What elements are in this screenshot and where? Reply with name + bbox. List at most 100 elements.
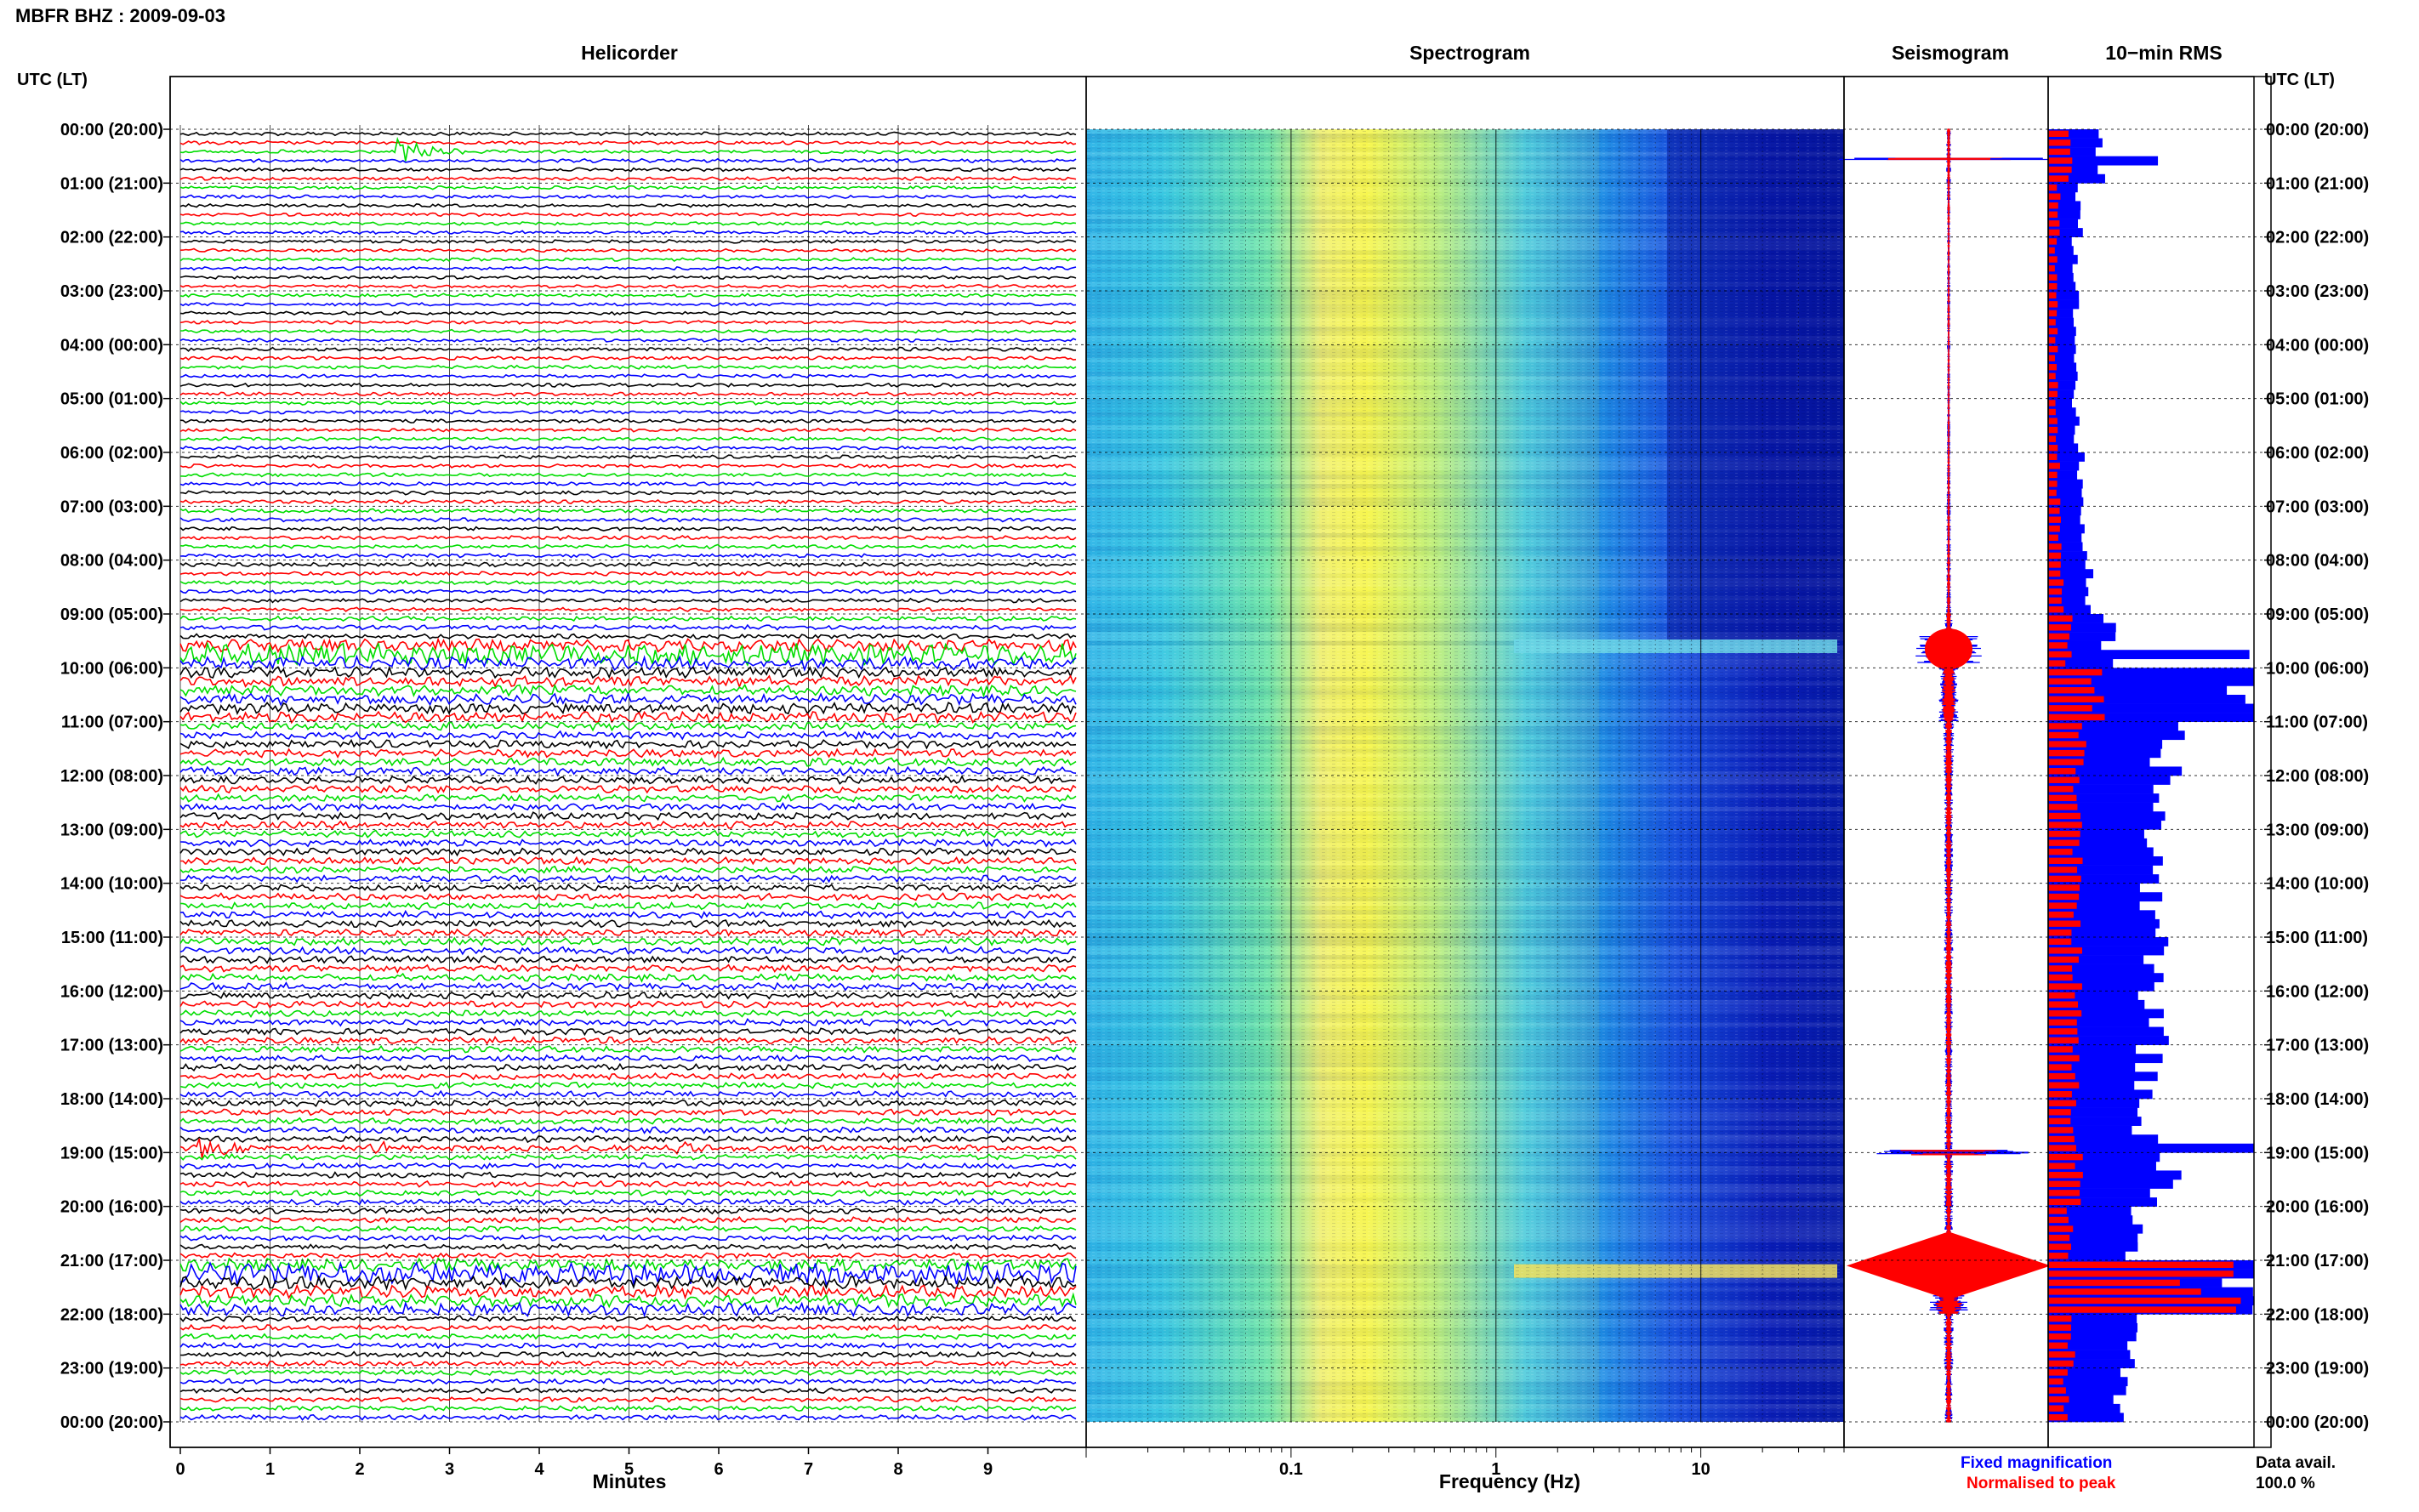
helicorder-trace	[179, 1162, 1077, 1170]
helicorder-trace	[179, 1099, 1077, 1107]
helicorder-trace	[179, 606, 1077, 613]
rms-fixed-bar	[2048, 1170, 2182, 1180]
helicorder-trace	[179, 747, 1077, 759]
minute-tick-label: 9	[983, 1460, 993, 1479]
rms-normalised-bar	[2048, 884, 2080, 891]
helicorder-trace	[179, 167, 1077, 173]
helicorder-trace	[179, 382, 1077, 388]
legend-normalised: Normalised to peak	[1967, 1475, 2116, 1492]
rms-normalised-bar	[2048, 992, 2075, 999]
rms-fixed-bar	[2048, 165, 2098, 175]
utc-label-left: UTC (LT)	[17, 71, 88, 89]
helicorder-trace	[179, 1301, 1077, 1318]
helicorder-trace	[179, 400, 1077, 406]
helicorder-trace	[179, 436, 1077, 442]
rms-fixed-bar	[2048, 1242, 2138, 1252]
rms-fixed-bar	[2048, 389, 2075, 399]
rms-fixed-bar	[2048, 560, 2086, 570]
rms-normalised-bar	[2048, 1414, 2068, 1421]
helicorder-trace	[179, 1252, 1077, 1259]
time-label: 03:00 (23:00)	[60, 282, 163, 301]
helicorder-trace	[179, 1036, 1077, 1045]
rms-normalised-bar	[2048, 1010, 2082, 1017]
helicorder-trace	[179, 490, 1077, 496]
rms-fixed-bar	[2048, 398, 2073, 408]
rms-normalised-bar	[2048, 1351, 2075, 1358]
helicorder-trace	[179, 1292, 1077, 1309]
rms-fixed-bar	[2048, 1403, 2120, 1413]
rms-normalised-bar	[2048, 678, 2092, 685]
rms-fixed-bar	[2048, 703, 2254, 713]
rms-fixed-bar	[2048, 928, 2156, 938]
seismogram-title: Seismogram	[1892, 42, 2009, 64]
rms-normalised-bar	[2048, 256, 2058, 263]
helicorder-trace	[179, 561, 1077, 568]
rms-fixed-bar	[2048, 883, 2140, 893]
rms-normalised-bar	[2048, 723, 2082, 730]
rms-normalised-bar	[2048, 1072, 2075, 1080]
rms-fixed-bar	[2048, 973, 2164, 983]
spectrogram-title: Spectrogram	[1409, 42, 1530, 64]
helicorder-trace	[179, 1017, 1077, 1027]
seismogram-event	[1925, 628, 1972, 670]
helicorder-trace	[179, 811, 1077, 821]
time-label: 09:00 (05:00)	[2266, 605, 2369, 624]
time-label: 00:00 (20:00)	[60, 121, 163, 139]
helicorder-trace	[179, 1126, 1077, 1134]
rms-normalised-bar	[2048, 202, 2058, 209]
rms-normalised-bar	[2048, 1225, 2074, 1232]
rms-normalised-bar	[2048, 633, 2069, 640]
time-label: 20:00 (16:00)	[60, 1198, 163, 1217]
rms-fixed-bar	[2048, 685, 2228, 696]
frequency-axis-label: Frequency (Hz)	[1439, 1470, 1580, 1492]
rms-fixed-bar	[2048, 1395, 2114, 1405]
helicorder-trace	[179, 498, 1077, 505]
rms-fixed-bar	[2048, 1251, 2126, 1261]
rms-normalised-bar	[2048, 301, 2058, 308]
time-labels-left: 00:00 (20:00) 01:00 (21:00) 02:00 (22:00) 0…	[60, 121, 170, 1432]
rms-normalised-bar	[2048, 1333, 2071, 1340]
rms-fixed-bar	[2048, 1018, 2149, 1027]
rms-fixed-bar	[2048, 327, 2076, 337]
helicorder-trace	[179, 1225, 1077, 1233]
rms-fixed-bar	[2048, 650, 2250, 660]
time-label: 22:00 (18:00)	[60, 1305, 163, 1324]
rms-normalised-bar	[2048, 543, 2062, 550]
time-labels-right: 00:00 (20:00) 01:00 (21:00) 02:00 (22:00) 0…	[2264, 121, 2369, 1432]
helicorder-trace	[179, 185, 1077, 190]
helicorder-trace	[179, 373, 1077, 379]
helicorder-trace	[179, 1044, 1077, 1054]
helicorder-trace	[179, 328, 1077, 334]
time-label: 17:00 (13:00)	[60, 1037, 163, 1055]
rms-normalised-bar	[2048, 1253, 2069, 1259]
rms-normalised-bar	[2048, 1243, 2072, 1250]
rms-normalised-bar	[2048, 283, 2058, 290]
helicorder-trace	[179, 427, 1077, 433]
rms-normalised-bar	[2048, 867, 2078, 873]
helicorder-trace	[179, 247, 1077, 253]
helicorder-trace	[179, 928, 1077, 938]
rms-normalised-bar	[2048, 526, 2060, 532]
helicorder-trace	[179, 1081, 1077, 1089]
rms-normalised-bar	[2048, 713, 2105, 721]
rms-normalised-bar	[2048, 1306, 2236, 1313]
time-label: 16:00 (12:00)	[2266, 982, 2369, 1001]
helicorder-trace	[179, 1134, 1077, 1144]
rms-normalised-bar	[2048, 1162, 2075, 1169]
rms-normalised-bar	[2048, 597, 2062, 604]
rms-fixed-bar	[2048, 1377, 2128, 1387]
rms-fixed-bar	[2048, 1314, 2137, 1324]
rms-normalised-bar	[2048, 1001, 2079, 1008]
rms-fixed-bar	[2048, 955, 2144, 964]
minutes-axis-label: Minutes	[593, 1470, 667, 1492]
rms-normalised-bar	[2048, 759, 2084, 765]
helicorder-trace	[179, 1274, 1077, 1291]
rms-normalised-bar	[2048, 166, 2072, 173]
rms-fixed-bar	[2048, 1179, 2173, 1189]
rms-fixed-bar	[2048, 991, 2138, 1001]
rms-normalised-bar	[2048, 1135, 2075, 1143]
rms-fixed-bar	[2048, 892, 2163, 902]
helicorder-trace	[179, 1378, 1077, 1385]
rms-normalised-bar	[2048, 849, 2073, 855]
